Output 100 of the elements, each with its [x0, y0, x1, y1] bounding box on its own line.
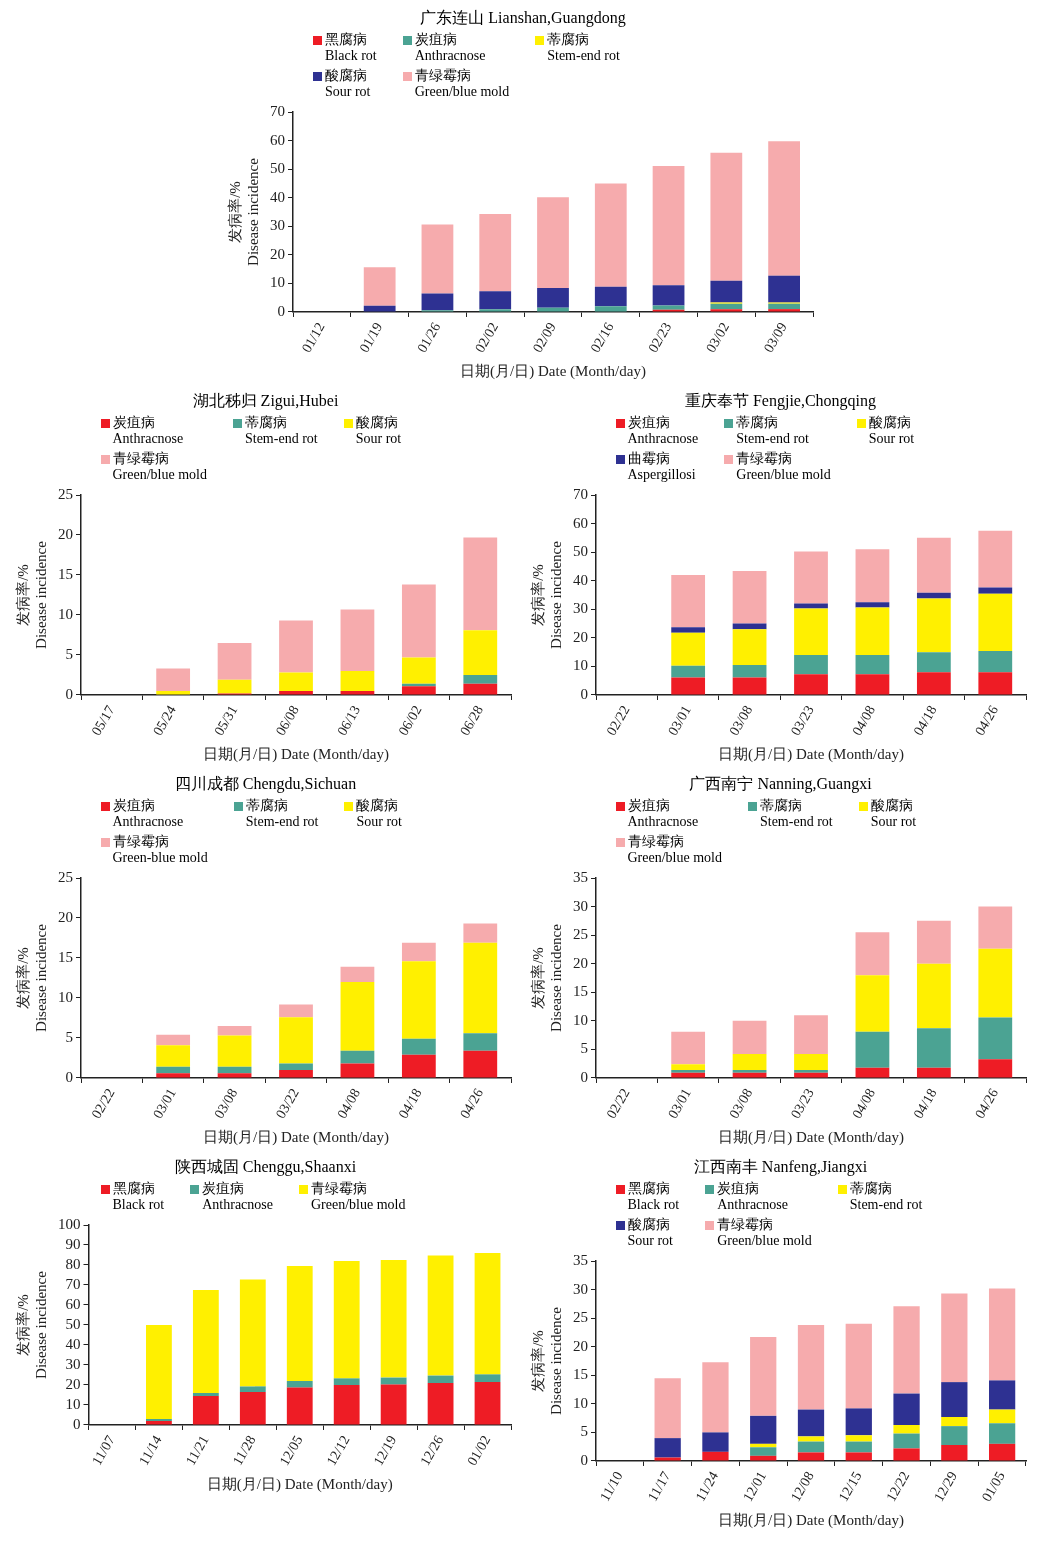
bar [474, 1253, 500, 1375]
bar [855, 607, 889, 655]
bar [670, 677, 705, 695]
bar [793, 551, 828, 604]
legend-label: 炭疽病 Anthracnose [112, 798, 184, 830]
y-tick-label: 0 [65, 1068, 73, 1085]
bar [652, 305, 685, 310]
bar [340, 1050, 374, 1064]
x-axis-title: 日期(月/日) Date (Month/day) [717, 1511, 904, 1529]
bar [732, 1053, 766, 1070]
bar [479, 291, 512, 310]
y-tick-label: 15 [572, 1366, 588, 1383]
y-tick-label: 30 [572, 600, 588, 617]
bar [797, 1441, 824, 1453]
bar [479, 213, 512, 292]
bar [732, 570, 766, 624]
y-tick-label: 25 [572, 1309, 588, 1326]
y-tick-label: 30 [572, 897, 588, 914]
bar [940, 1426, 967, 1445]
bar [155, 1073, 190, 1078]
bar [793, 1069, 828, 1073]
bar [427, 1375, 453, 1383]
y-tick-label: 10 [270, 274, 285, 291]
x-axis-title: 日期(月/日) Date (Month/day) [460, 362, 646, 380]
bar [768, 141, 800, 276]
y-tick-label: 10 [572, 1394, 588, 1411]
y-tick-label: 35 [572, 868, 588, 885]
bar [940, 1382, 967, 1417]
legend-label: 蒂腐病 Stem-end rot [849, 1181, 923, 1213]
y-tick-label: 60 [65, 1295, 80, 1312]
y-tick-label: 10 [572, 1011, 588, 1028]
bar [988, 1443, 1015, 1461]
y-axis-title: 发病率/% Disease incidence [14, 540, 49, 649]
y-tick-label: 0 [580, 685, 588, 702]
bar [793, 1053, 828, 1070]
bar [286, 1387, 313, 1425]
bar [768, 303, 800, 310]
y-tick-label: 0 [65, 685, 73, 702]
legend-label: 黑腐病 Black rot [325, 32, 377, 64]
legend-label: 青绿霉病 Green/blue mold [112, 451, 207, 483]
bar [916, 598, 951, 653]
bar [192, 1392, 219, 1396]
bar [855, 932, 889, 976]
bar [474, 1374, 500, 1382]
bar [380, 1377, 407, 1385]
bar [977, 587, 1012, 594]
bar [940, 1293, 967, 1383]
bar [797, 1452, 824, 1461]
bar [749, 1415, 776, 1444]
y-tick-label: 15 [57, 565, 73, 582]
legend-label: 蒂腐病 Stem-end rot [547, 32, 620, 64]
bar [670, 632, 705, 666]
bar [340, 670, 374, 691]
y-axis-title: 发病率/% Disease incidence [14, 923, 49, 1032]
bar [845, 1452, 872, 1461]
x-axis-title: 日期(月/日) Date (Month/day) [717, 745, 904, 763]
bar [462, 537, 497, 631]
bar [217, 1073, 251, 1078]
bar [710, 280, 743, 303]
bar [988, 1380, 1015, 1410]
bar [278, 1017, 313, 1064]
bar [670, 1064, 705, 1070]
chart-title: 广东连山 Lianshan,Guangdong [419, 8, 627, 29]
x-axis-title: 日期(月/日) Date (Month/day) [717, 1128, 904, 1146]
bar [977, 672, 1012, 695]
y-axis-title: 发病率/% Disease incidence [529, 923, 564, 1032]
bar [654, 1438, 681, 1458]
x-axis-title: 日期(月/日) Date (Month/day) [202, 1128, 389, 1146]
bar [797, 1324, 824, 1410]
bar [474, 1381, 500, 1425]
bar [217, 642, 251, 680]
bar [916, 1028, 951, 1068]
bar [594, 286, 627, 307]
bar [670, 627, 705, 633]
bar [977, 906, 1012, 949]
bar [793, 654, 828, 675]
chart-title: 陕西城固 Chenggu,Shaanxi [173, 1157, 358, 1178]
bar [155, 668, 190, 691]
bar [855, 654, 889, 675]
y-tick-label: 5 [65, 645, 73, 662]
y-tick-label: 30 [572, 1280, 588, 1297]
bar [340, 1063, 374, 1078]
legend-label: 酸腐病 Sour rot [627, 1217, 673, 1249]
legend-label: 炭疽病 Anthracnose [717, 1181, 788, 1213]
legend-label: 黑腐病 Black rot [627, 1181, 680, 1213]
bar [940, 1416, 967, 1427]
chart-title: 重庆奉节 Fengjie,Chongqing [683, 391, 878, 412]
bar [145, 1324, 172, 1419]
bar [401, 584, 436, 658]
bar [286, 1380, 313, 1388]
bar [732, 664, 766, 678]
bar [793, 608, 828, 655]
bar [732, 629, 766, 665]
bar [421, 224, 454, 294]
y-tick-label: 0 [277, 302, 285, 319]
legend-label: 炭疽病 Anthracnose [627, 415, 699, 447]
y-tick-label: 20 [572, 1337, 588, 1354]
legend-label: 酸腐病 Sour rot [355, 415, 402, 447]
y-tick-label: 5 [65, 1028, 73, 1045]
bar [217, 679, 251, 694]
